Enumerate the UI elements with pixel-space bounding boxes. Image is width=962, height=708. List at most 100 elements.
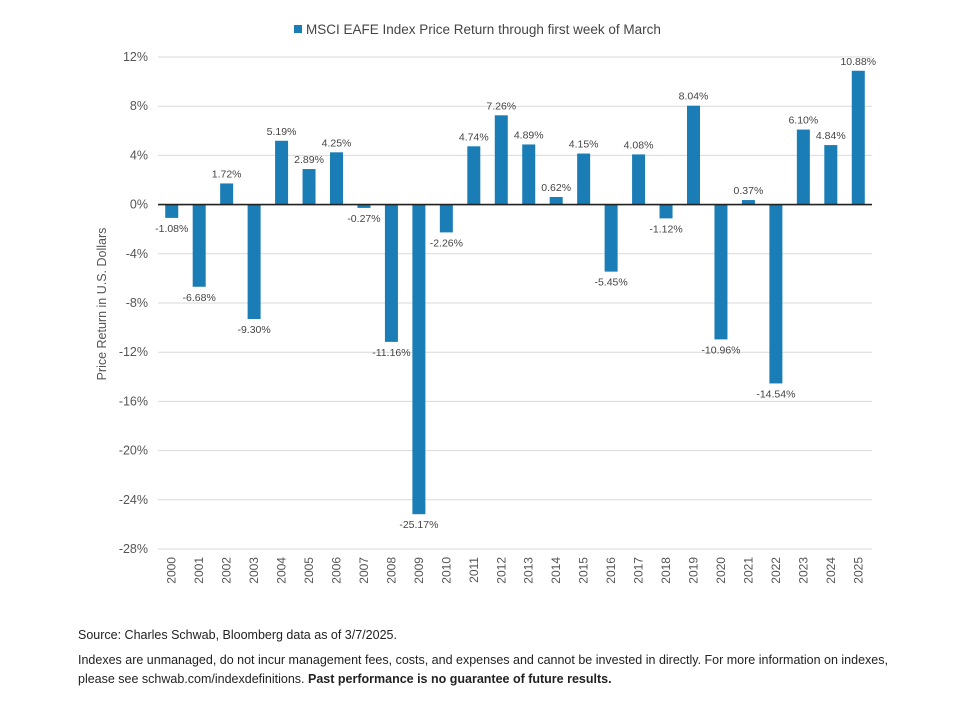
x-tick-label: 2014 xyxy=(549,557,563,584)
data-label: -25.17% xyxy=(399,519,438,531)
x-tick-label: 2017 xyxy=(632,557,646,584)
x-tick-label: 2000 xyxy=(165,557,179,584)
x-tick-label: 2013 xyxy=(522,557,536,584)
bar xyxy=(714,204,728,340)
bar xyxy=(467,146,481,205)
bar xyxy=(220,183,234,205)
x-tick-label: 2004 xyxy=(275,557,289,584)
bar xyxy=(192,204,206,287)
bar xyxy=(357,204,371,208)
x-tick-label: 2009 xyxy=(412,557,426,584)
y-tick-labels: 12% 8% 4% 0% -4% -8% -12% -16% -20% -24% -28% xyxy=(119,50,148,556)
bar xyxy=(494,115,508,205)
x-tick-label: 2019 xyxy=(687,557,701,584)
bar xyxy=(412,204,426,515)
y-tick-label: -20% xyxy=(119,444,148,458)
data-label: 4.89% xyxy=(514,129,544,141)
y-tick-label: 8% xyxy=(130,99,148,113)
bar xyxy=(522,144,536,205)
x-tick-labels: 2000 2001 2002 2003 2004 2005 2006 2007 2008 2009… xyxy=(165,557,866,584)
x-tick-label: 2007 xyxy=(357,557,371,584)
data-label: 5.19% xyxy=(267,126,297,138)
bar xyxy=(796,129,810,205)
y-tick-label: -28% xyxy=(119,542,148,556)
legend-label: MSCI EAFE Index Price Return through fir… xyxy=(306,22,661,37)
x-tick-label: 2003 xyxy=(247,557,261,584)
bar xyxy=(165,204,179,218)
chart-svg: 12% 8% 4% 0% -4% -8% -12% -16% -20% -24% -28% 2000… xyxy=(95,22,876,584)
bar xyxy=(384,204,398,342)
bar xyxy=(577,153,591,205)
y-tick-label: -8% xyxy=(126,296,148,310)
x-tick-label: 2024 xyxy=(824,557,838,584)
data-label: -5.45% xyxy=(594,277,627,289)
x-tick-label: 2021 xyxy=(741,557,755,584)
y-tick-label: -12% xyxy=(119,345,148,359)
bar-chart: 12% 8% 4% 0% -4% -8% -12% -16% -20% -24% -28% 2000… xyxy=(95,22,876,584)
data-label: -6.68% xyxy=(183,292,216,304)
bar xyxy=(275,140,289,205)
data-label: -11.16% xyxy=(372,347,410,359)
data-label: -0.27% xyxy=(347,213,380,225)
x-tick-label: 2006 xyxy=(330,557,344,584)
x-tick-label: 2015 xyxy=(577,557,591,584)
data-label: 6.10% xyxy=(788,115,818,127)
legend: MSCI EAFE Index Price Return through fir… xyxy=(294,22,661,37)
x-tick-label: 2011 xyxy=(467,557,481,583)
data-labels: -1.08% -6.68% 1.72% -9.30% 5.19% 2.89% 4.25% -0… xyxy=(155,56,876,531)
y-tick-label: -24% xyxy=(119,493,148,507)
disclaimer-note: Indexes are unmanaged, do not incur mana… xyxy=(78,651,898,689)
x-tick-label: 2022 xyxy=(769,557,783,584)
data-label: 4.08% xyxy=(624,139,654,151)
y-tick-label: 4% xyxy=(130,148,148,162)
data-label: 0.62% xyxy=(541,182,571,194)
bar xyxy=(302,169,316,205)
data-label: 7.26% xyxy=(486,100,516,112)
bar xyxy=(741,200,755,205)
data-label: -14.54% xyxy=(756,388,795,400)
x-tick-label: 2010 xyxy=(439,557,453,584)
disclaimer-bold: Past performance is no guarantee of futu… xyxy=(308,672,612,686)
data-label: 4.74% xyxy=(459,131,489,143)
bar xyxy=(687,105,700,205)
x-tick-label: 2020 xyxy=(714,557,728,584)
x-tick-label: 2023 xyxy=(796,557,810,584)
data-label: -9.30% xyxy=(237,324,270,336)
bar xyxy=(439,204,453,233)
data-label: -1.12% xyxy=(649,223,682,235)
bar xyxy=(851,70,865,205)
bar xyxy=(769,204,783,384)
data-label: 4.84% xyxy=(816,130,846,142)
data-label: -2.26% xyxy=(430,237,463,249)
y-axis-label: Price Return in U.S. Dollars xyxy=(95,228,109,381)
bar-layer xyxy=(165,70,865,515)
legend-swatch xyxy=(294,25,302,33)
x-tick-label: 2016 xyxy=(604,557,618,584)
y-tick-label: 0% xyxy=(130,198,148,212)
data-label: 4.15% xyxy=(569,139,599,151)
x-tick-label: 2025 xyxy=(851,557,865,584)
data-label: 4.25% xyxy=(322,137,352,149)
bar xyxy=(604,204,618,272)
bar xyxy=(659,204,673,219)
data-label: -1.08% xyxy=(155,223,188,235)
source-note: Source: Charles Schwab, Bloomberg data a… xyxy=(78,628,397,642)
x-tick-label: 2001 xyxy=(192,557,206,584)
y-tick-label: -4% xyxy=(126,247,148,261)
x-tick-label: 2018 xyxy=(659,557,673,584)
data-label: 1.72% xyxy=(212,168,242,180)
bar xyxy=(549,196,563,205)
data-label: 0.37% xyxy=(734,185,764,197)
x-tick-label: 2005 xyxy=(302,557,316,584)
x-tick-label: 2002 xyxy=(220,557,234,584)
data-label: 10.88% xyxy=(840,56,876,68)
x-tick-label: 2012 xyxy=(494,557,508,584)
y-tick-label: -16% xyxy=(119,394,148,408)
footnotes: Source: Charles Schwab, Bloomberg data a… xyxy=(78,626,898,695)
x-tick-label: 2008 xyxy=(384,557,398,584)
bar xyxy=(247,204,261,319)
bar xyxy=(330,152,343,205)
data-label: 2.89% xyxy=(294,154,324,166)
y-tick-label: 12% xyxy=(123,50,148,64)
data-label: -10.96% xyxy=(701,344,740,356)
